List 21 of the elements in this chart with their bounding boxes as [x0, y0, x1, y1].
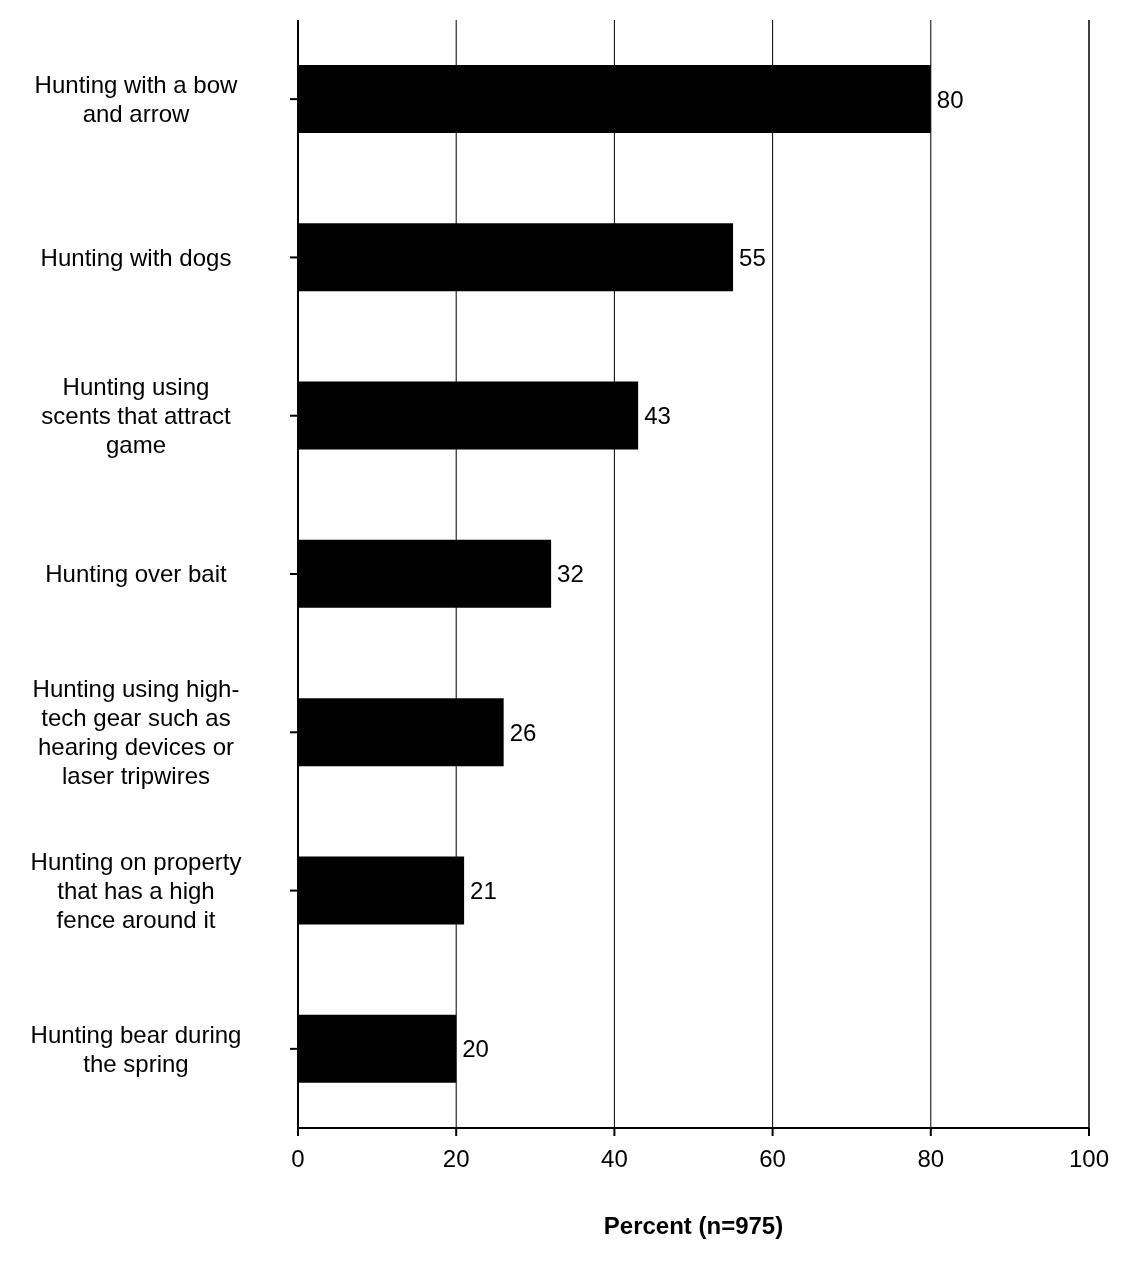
x-tick-label: 80 — [917, 1145, 945, 1173]
data-label: 21 — [470, 876, 497, 904]
y-tick-label: Hunting on property that has a high fence around it — [30, 847, 242, 933]
x-tick-label: 60 — [759, 1145, 786, 1173]
y-tick-label: Hunting bear during the spring — [30, 1020, 242, 1077]
x-tick-label: 0 — [291, 1145, 305, 1173]
y-tick-label: Hunting using scents that attract game — [41, 373, 232, 459]
y-tick-label: Hunting over bait — [45, 560, 228, 588]
x-tick-label: 100 — [1068, 1145, 1110, 1173]
data-label: 55 — [739, 243, 766, 271]
x-tick-label: 20 — [442, 1145, 470, 1173]
data-label: 26 — [509, 718, 537, 746]
data-label: 43 — [644, 402, 671, 430]
data-label: 32 — [557, 560, 584, 588]
y-tick-label: Hunting using high-tech gear such as hearing devices or laser tripwires — [32, 675, 240, 790]
y-tick-label: Hunting with a bow and arrow — [34, 71, 239, 128]
data-label: 80 — [936, 85, 964, 113]
x-tick-label: 40 — [601, 1145, 628, 1173]
y-tick-label: Hunting with dogs — [40, 243, 232, 271]
data-label: 20 — [462, 1035, 489, 1063]
x-axis-title: Percent (n=975) — [603, 1212, 784, 1239]
